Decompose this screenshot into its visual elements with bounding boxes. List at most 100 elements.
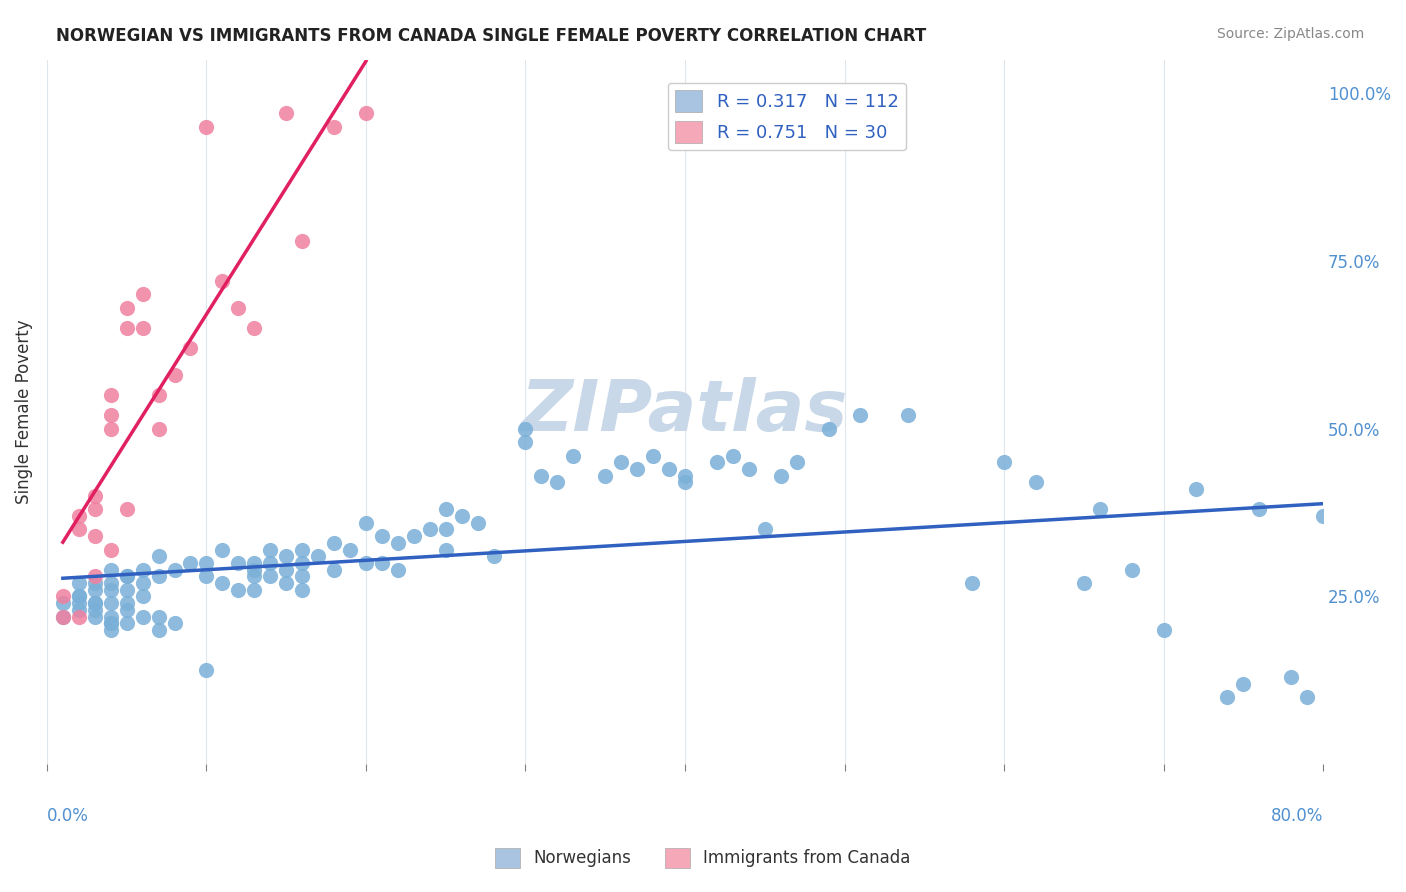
Point <box>100 596 122 610</box>
Point <box>100 616 122 631</box>
Point <box>1216 690 1239 705</box>
Text: 80.0%: 80.0% <box>1271 806 1323 824</box>
Point <box>148 569 170 583</box>
Point <box>1121 563 1143 577</box>
Point <box>243 582 266 597</box>
Point <box>131 287 153 301</box>
Point <box>83 596 105 610</box>
Point <box>67 596 90 610</box>
Point <box>67 590 90 604</box>
Point <box>1073 576 1095 591</box>
Point <box>706 455 728 469</box>
Point <box>276 549 298 564</box>
Point <box>83 582 105 597</box>
Point <box>67 603 90 617</box>
Point <box>163 368 186 382</box>
Point <box>1025 475 1047 490</box>
Point <box>786 455 808 469</box>
Point <box>100 623 122 637</box>
Point <box>276 576 298 591</box>
Point <box>354 556 377 570</box>
Point <box>228 301 250 315</box>
Point <box>100 542 122 557</box>
Point <box>387 536 409 550</box>
Point <box>131 590 153 604</box>
Point <box>100 409 122 423</box>
Point <box>243 556 266 570</box>
Point <box>115 569 138 583</box>
Point <box>530 468 553 483</box>
Point <box>849 409 872 423</box>
Point <box>817 422 839 436</box>
Point <box>83 529 105 543</box>
Y-axis label: Single Female Poverty: Single Female Poverty <box>15 319 32 504</box>
Point <box>67 576 90 591</box>
Point <box>83 502 105 516</box>
Point <box>115 301 138 315</box>
Point <box>721 449 744 463</box>
Point <box>52 596 75 610</box>
Text: NORWEGIAN VS IMMIGRANTS FROM CANADA SINGLE FEMALE POVERTY CORRELATION CHART: NORWEGIAN VS IMMIGRANTS FROM CANADA SING… <box>56 27 927 45</box>
Point <box>291 542 314 557</box>
Point <box>1153 623 1175 637</box>
Point <box>323 563 346 577</box>
Point <box>754 522 776 536</box>
Legend: R = 0.317   N = 112, R = 0.751   N = 30: R = 0.317 N = 112, R = 0.751 N = 30 <box>668 83 905 150</box>
Point <box>259 569 281 583</box>
Point <box>100 563 122 577</box>
Point <box>115 616 138 631</box>
Point <box>1279 670 1302 684</box>
Point <box>643 449 665 463</box>
Point <box>83 569 105 583</box>
Point <box>419 522 441 536</box>
Point <box>562 449 585 463</box>
Point <box>67 508 90 523</box>
Point <box>467 516 489 530</box>
Point <box>115 596 138 610</box>
Point <box>115 603 138 617</box>
Point <box>52 590 75 604</box>
Point <box>960 576 983 591</box>
Text: Source: ZipAtlas.com: Source: ZipAtlas.com <box>1216 27 1364 41</box>
Point <box>291 234 314 248</box>
Point <box>100 576 122 591</box>
Point <box>211 576 233 591</box>
Point <box>673 468 696 483</box>
Point <box>148 422 170 436</box>
Point <box>291 582 314 597</box>
Point <box>52 609 75 624</box>
Point <box>291 556 314 570</box>
Point <box>259 556 281 570</box>
Point <box>228 556 250 570</box>
Point <box>354 516 377 530</box>
Point <box>100 388 122 402</box>
Point <box>67 522 90 536</box>
Point <box>291 569 314 583</box>
Point <box>1232 677 1254 691</box>
Point <box>52 609 75 624</box>
Point <box>148 609 170 624</box>
Point <box>179 341 201 355</box>
Point <box>131 576 153 591</box>
Point <box>1184 482 1206 496</box>
Point <box>673 475 696 490</box>
Text: ZIPatlas: ZIPatlas <box>522 377 849 446</box>
Point <box>131 563 153 577</box>
Point <box>115 582 138 597</box>
Point <box>658 462 681 476</box>
Point <box>323 120 346 134</box>
Point <box>339 542 361 557</box>
Point <box>450 508 472 523</box>
Point <box>211 542 233 557</box>
Point <box>148 388 170 402</box>
Point <box>115 569 138 583</box>
Point <box>323 536 346 550</box>
Point <box>195 569 218 583</box>
Point <box>626 462 648 476</box>
Point <box>738 462 761 476</box>
Point <box>67 590 90 604</box>
Point <box>148 623 170 637</box>
Point <box>179 556 201 570</box>
Point <box>211 274 233 288</box>
Point <box>195 120 218 134</box>
